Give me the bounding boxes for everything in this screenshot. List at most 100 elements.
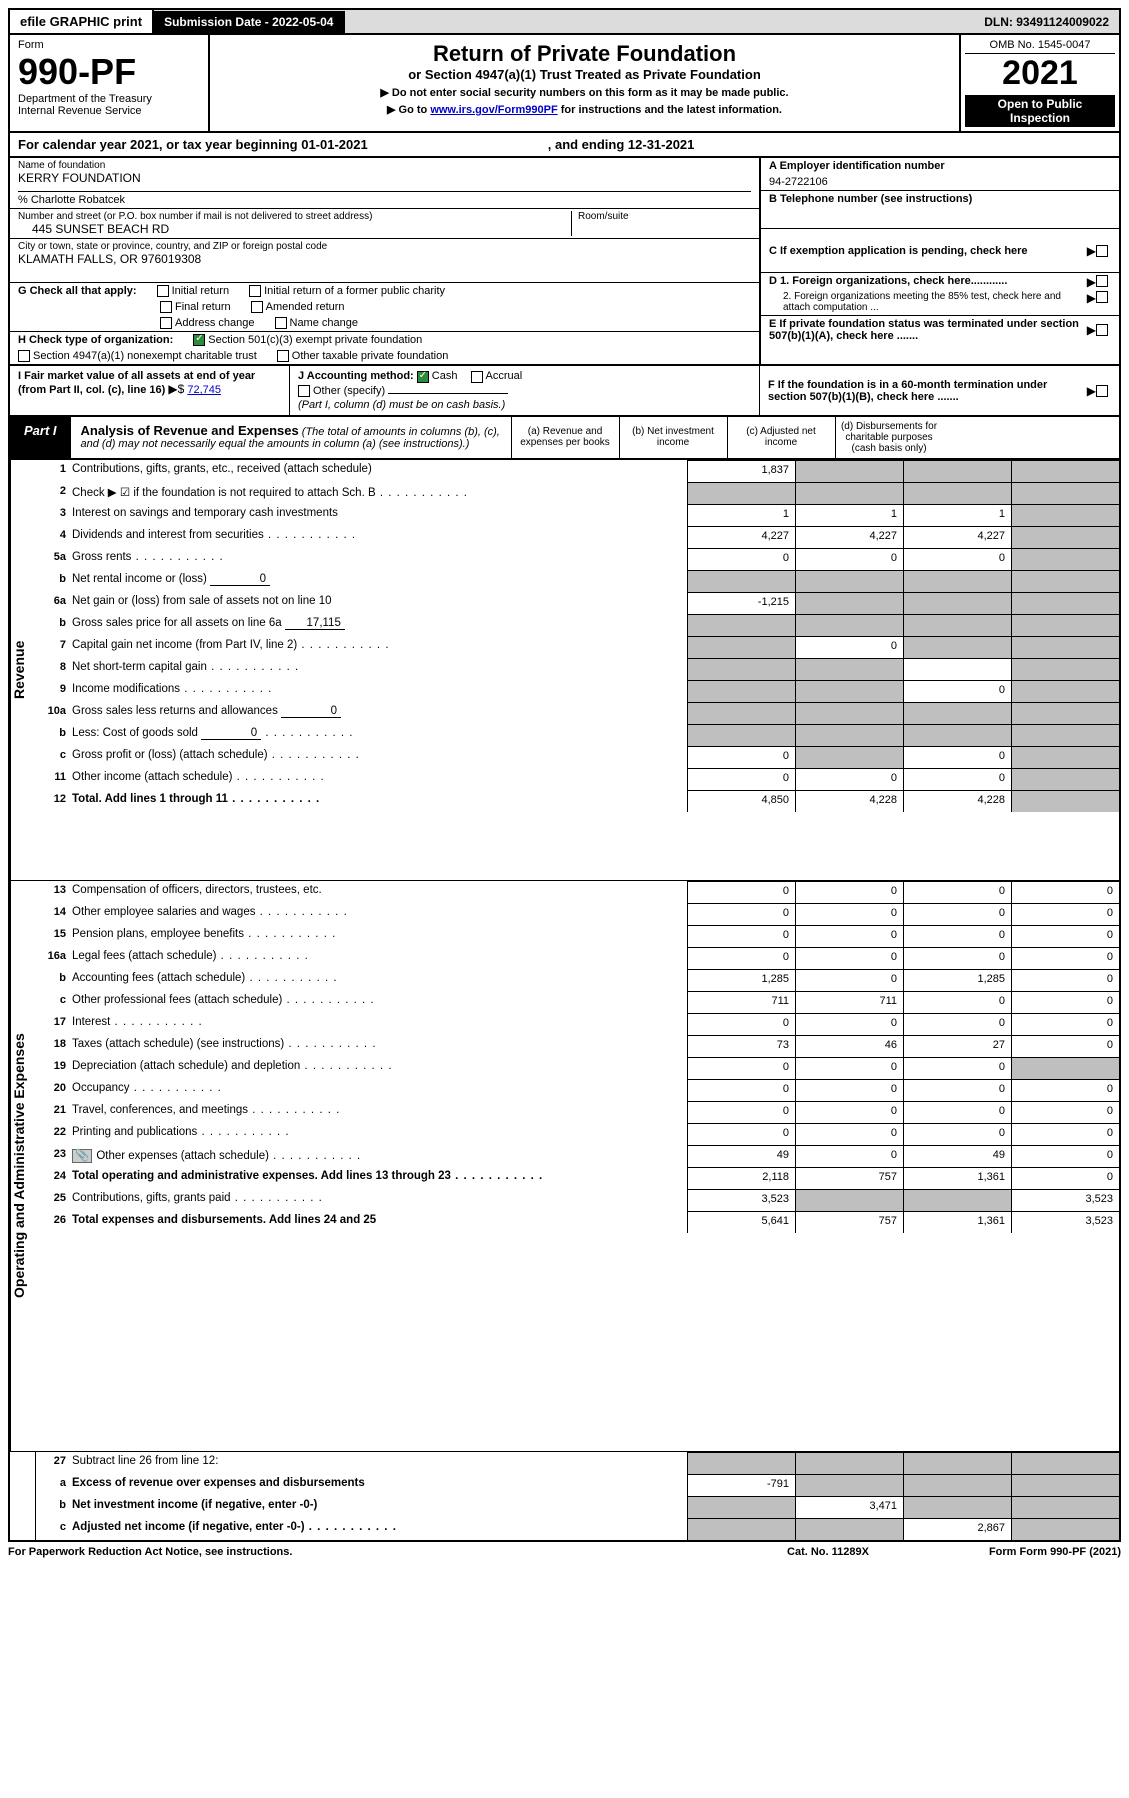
cell-c: 2,867 — [903, 1518, 1011, 1540]
table-row: 4Dividends and interest from securities4… — [36, 526, 1119, 548]
table-row: 19Depreciation (attach schedule) and dep… — [36, 1057, 1119, 1079]
cell-a: 49 — [687, 1145, 795, 1167]
line-number: 23 — [36, 1145, 72, 1167]
name-change-checkbox[interactable] — [275, 317, 287, 329]
cell-a — [687, 636, 795, 658]
line-number: 13 — [36, 881, 72, 903]
cell-b — [795, 1452, 903, 1474]
table-row: 22Printing and publications0000 — [36, 1123, 1119, 1145]
d1-checkbox[interactable] — [1096, 275, 1108, 287]
line-number: 4 — [36, 526, 72, 548]
line-number: 12 — [36, 790, 72, 812]
line-desc: Contributions, gifts, grants paid — [72, 1189, 687, 1211]
address-change-checkbox[interactable] — [160, 317, 172, 329]
cell-d: 0 — [1011, 947, 1119, 969]
cell-d — [1011, 1474, 1119, 1496]
final-return-checkbox[interactable] — [160, 301, 172, 313]
cell-c — [903, 724, 1011, 746]
ijf-row: I Fair market value of all assets at end… — [8, 366, 1121, 416]
table-row: cGross profit or (loss) (attach schedule… — [36, 746, 1119, 768]
cell-b — [795, 482, 903, 504]
e-checkbox[interactable] — [1096, 324, 1108, 336]
line-number: 15 — [36, 925, 72, 947]
ein: 94-2722106 — [769, 176, 1111, 188]
foundation-name: KERRY FOUNDATION — [18, 171, 751, 185]
cell-c: 0 — [903, 1123, 1011, 1145]
line-number: 22 — [36, 1123, 72, 1145]
cell-c — [903, 1452, 1011, 1474]
line-desc: Printing and publications — [72, 1123, 687, 1145]
line-desc: Accounting fees (attach schedule) — [72, 969, 687, 991]
part1-header: Part I Analysis of Revenue and Expenses … — [8, 417, 1121, 460]
omb-number: OMB No. 1545-0047 — [965, 39, 1115, 54]
cell-c: 27 — [903, 1035, 1011, 1057]
line-desc: Adjusted net income (if negative, enter … — [72, 1518, 687, 1540]
info-block: Name of foundation KERRY FOUNDATION % Ch… — [8, 158, 1121, 366]
irs-link[interactable]: www.irs.gov/Form990PF — [430, 104, 557, 116]
4947a1-checkbox[interactable] — [18, 350, 30, 362]
efile-button[interactable]: efile GRAPHIC print — [10, 10, 154, 33]
other-method-checkbox[interactable] — [298, 385, 310, 397]
expenses-label: Operating and Administrative Expenses — [10, 881, 36, 1451]
cell-b: 0 — [795, 1079, 903, 1101]
initial-return-checkbox[interactable] — [157, 285, 169, 297]
cell-c: 1 — [903, 504, 1011, 526]
d2-checkbox[interactable] — [1096, 291, 1108, 303]
i-value[interactable]: 72,745 — [187, 384, 221, 396]
cell-b: 0 — [795, 969, 903, 991]
line-desc: Depreciation (attach schedule) and deple… — [72, 1057, 687, 1079]
table-row: 9Income modifications0 — [36, 680, 1119, 702]
cell-c — [903, 636, 1011, 658]
cell-d: 0 — [1011, 1079, 1119, 1101]
cell-d — [1011, 1452, 1119, 1474]
initial-public-checkbox[interactable] — [249, 285, 261, 297]
form-header: Form 990-PF Department of the Treasury I… — [8, 35, 1121, 133]
cash-checkbox[interactable] — [417, 371, 429, 383]
cell-a — [687, 1496, 795, 1518]
cell-a — [687, 1452, 795, 1474]
cell-c: 0 — [903, 881, 1011, 903]
cell-d: 0 — [1011, 1035, 1119, 1057]
care-of: % Charlotte Robatcek — [18, 191, 751, 206]
dln: DLN: 93491124009022 — [974, 11, 1119, 33]
line-desc: Net short-term capital gain — [72, 658, 687, 680]
line-desc: 📎Other expenses (attach schedule) — [72, 1145, 687, 1167]
cell-b: 0 — [795, 548, 903, 570]
cell-d — [1011, 768, 1119, 790]
irs-label: Internal Revenue Service — [18, 105, 200, 117]
table-row: 24Total operating and administrative exp… — [36, 1167, 1119, 1189]
other-taxable-checkbox[interactable] — [277, 350, 289, 362]
link-note: ▶ Go to www.irs.gov/Form990PF for instru… — [230, 103, 939, 116]
cell-a: 73 — [687, 1035, 795, 1057]
amended-return-checkbox[interactable] — [251, 301, 263, 313]
cell-a: 0 — [687, 1079, 795, 1101]
line-number: 3 — [36, 504, 72, 526]
line-desc: Gross profit or (loss) (attach schedule) — [72, 746, 687, 768]
cell-c: 0 — [903, 746, 1011, 768]
c-checkbox[interactable] — [1096, 245, 1108, 257]
cell-b — [795, 570, 903, 592]
cell-b: 4,228 — [795, 790, 903, 812]
cell-c: 1,361 — [903, 1211, 1011, 1233]
line-desc: Other employee salaries and wages — [72, 903, 687, 925]
cell-b — [795, 460, 903, 482]
cell-d: 0 — [1011, 881, 1119, 903]
501c3-checkbox[interactable] — [193, 334, 205, 346]
city-state-zip: KLAMATH FALLS, OR 976019308 — [18, 252, 751, 266]
cell-a — [687, 724, 795, 746]
accrual-checkbox[interactable] — [471, 371, 483, 383]
cell-d: 0 — [1011, 1013, 1119, 1035]
cell-d — [1011, 548, 1119, 570]
cell-c — [903, 482, 1011, 504]
cell-c: 1,285 — [903, 969, 1011, 991]
cell-a: 5,641 — [687, 1211, 795, 1233]
j-label: J Accounting method: — [298, 370, 414, 382]
cell-a: 0 — [687, 947, 795, 969]
attachment-icon[interactable]: 📎 — [72, 1149, 92, 1163]
cell-b: 0 — [795, 768, 903, 790]
cell-a — [687, 614, 795, 636]
cell-b: 0 — [795, 903, 903, 925]
line-desc: Check ▶ ☑ if the foundation is not requi… — [72, 482, 687, 504]
f-checkbox[interactable] — [1096, 385, 1108, 397]
line-desc: Travel, conferences, and meetings — [72, 1101, 687, 1123]
